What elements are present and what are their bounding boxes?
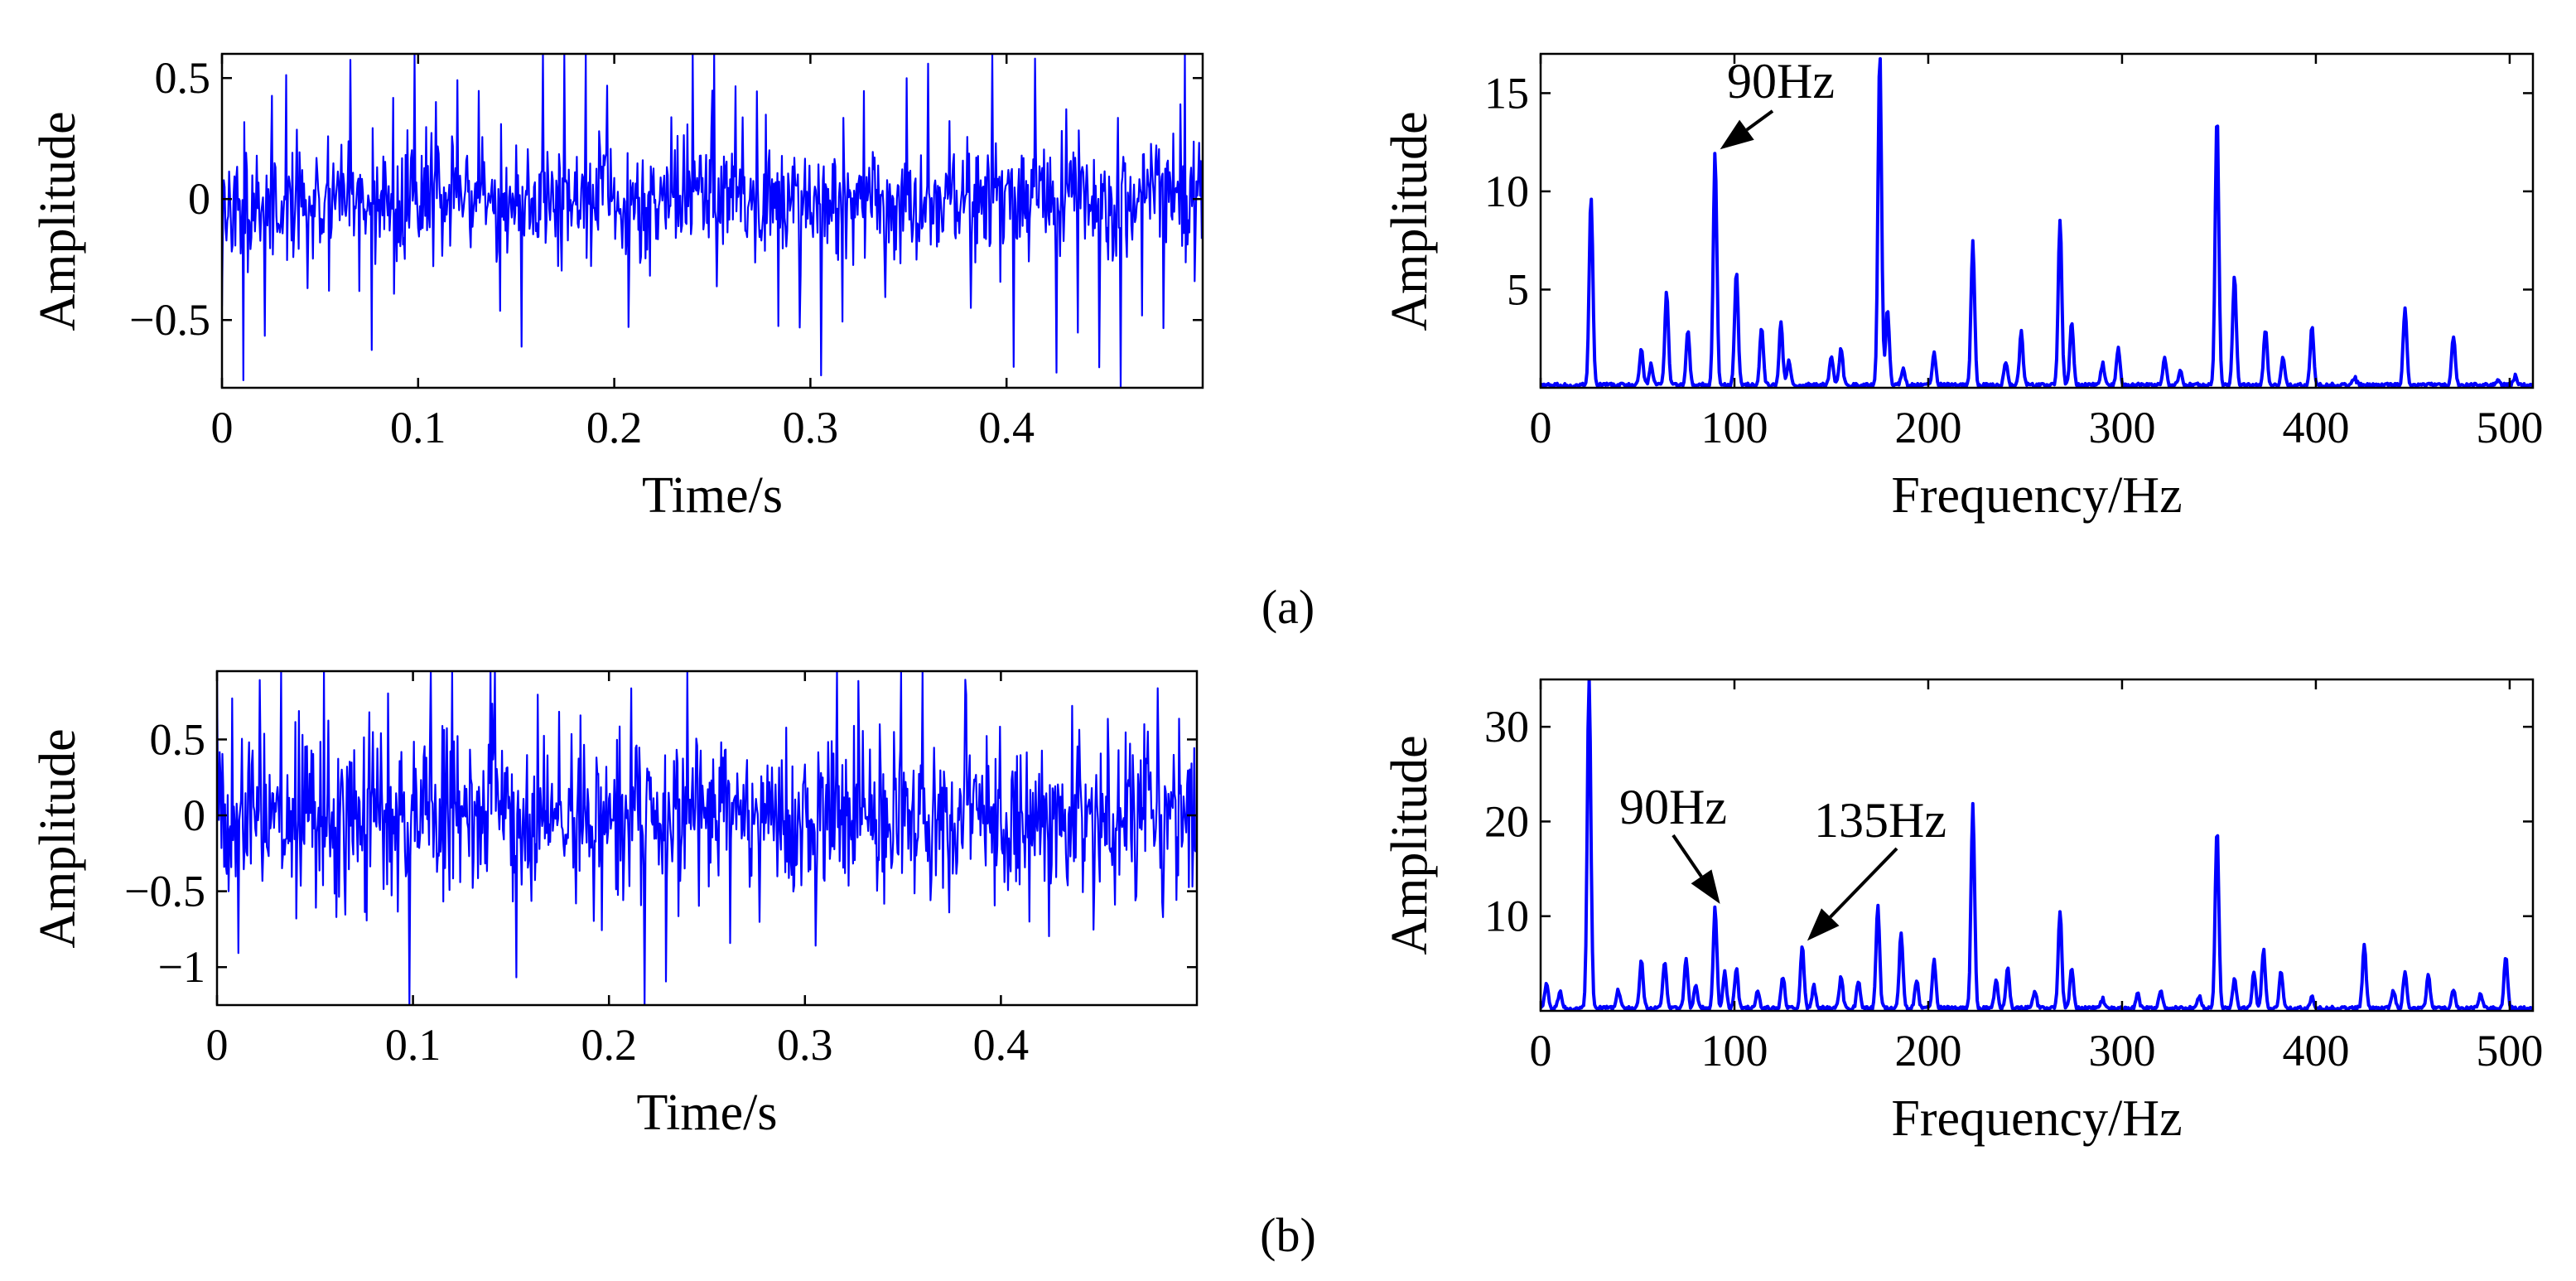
x-tick-label: 0 [211,403,234,452]
y-tick-label: 0 [188,174,210,224]
x-tick-label: 300 [2088,403,2155,452]
spectrum-line [1541,57,2533,388]
y-tick-label: −0.5 [129,295,210,345]
panel-b-time-signal: 0 0.1 0.2 0.3 0.4 −1 −0.5 0 0.5 Time/s Amplitude [30,670,1199,1141]
y-tick-label: 0 [183,790,205,840]
x-tick-label: 0.1 [390,403,446,452]
y-tick-label: 0.5 [155,53,211,103]
x-tick-label: 200 [1894,1026,1961,1076]
y-axis-label: Amplitude [1382,111,1438,331]
x-tick-label: 100 [1700,403,1768,452]
annotation-label: 90Hz [1727,54,1835,109]
x-tick-label: 0.3 [777,1020,833,1070]
caption-a: (a) [1261,580,1315,634]
annotation-label: 90Hz [1619,780,1727,834]
x-axis-label: Frequency/Hz [1891,467,2182,524]
y-tick-label: −1 [158,942,205,992]
annotation-arrow-line [1672,834,1703,877]
x-tick-label: 0.2 [581,1020,637,1070]
y-tick-label: 0.5 [150,714,206,764]
x-tick-label: 0 [1530,1026,1552,1076]
annotation-arrow-head [1807,908,1840,941]
panel-b-spectrum: 0 100 200 300 400 500 10 20 30 Frequency/Hz Amplit… [1382,678,2543,1147]
annotation-arrow-head [1691,869,1720,904]
x-tick-label: 400 [2282,403,2349,452]
x-tick-label: 500 [2476,1026,2543,1076]
x-tick-label: 0.3 [783,403,839,452]
panel-a-time-signal: 0 0.1 0.2 0.3 0.4 −0.5 0 0.5 Time/s Amplitude [30,52,1204,524]
x-tick-label: 0 [206,1020,229,1070]
x-tick-label: 0 [1530,403,1552,452]
x-tick-label: 0.1 [385,1020,441,1070]
axes-frame [215,670,1199,1007]
y-tick-label: 20 [1484,796,1529,846]
y-axis-label: Amplitude [30,728,86,948]
x-tick-label: 200 [1894,403,1961,452]
x-tick-label: 0.4 [973,1020,1030,1070]
x-axis-label: Frequency/Hz [1891,1090,2182,1147]
x-tick-label: 100 [1700,1026,1768,1076]
x-tick-label: 0.4 [978,403,1035,452]
x-axis-label: Time/s [642,467,783,524]
y-tick-label: 10 [1484,167,1529,216]
y-axis-label: Amplitude [1382,735,1438,955]
y-tick-label: 10 [1484,892,1529,941]
y-tick-label: −0.5 [124,867,205,916]
annotation-arrow-line [1829,847,1898,919]
caption-b: (b) [1260,1208,1316,1262]
x-tick-label: 400 [2282,1026,2349,1076]
panel-a-spectrum: 0 100 200 300 400 500 5 10 15 Frequency/Hz Amplitu… [1382,52,2543,524]
x-tick-label: 0.2 [586,403,643,452]
axes-frame [1539,52,2535,389]
time-signal-line [217,671,1197,1005]
axes-frame [220,52,1204,389]
y-tick-label: 30 [1484,702,1529,752]
x-axis-label: Time/s [636,1085,777,1141]
y-tick-label: 5 [1507,264,1529,314]
axes-frame [1539,678,2535,1013]
annotation-arrow-line [1745,109,1774,132]
x-tick-label: 500 [2476,403,2543,452]
y-axis-label: Amplitude [30,111,86,331]
annotation-arrow-head [1720,119,1754,150]
time-signal-line [222,54,1203,388]
x-tick-label: 300 [2088,1026,2155,1076]
annotation-label: 135Hz [1814,793,1946,848]
spectrum-line [1541,679,2533,1011]
y-tick-label: 15 [1484,68,1529,118]
